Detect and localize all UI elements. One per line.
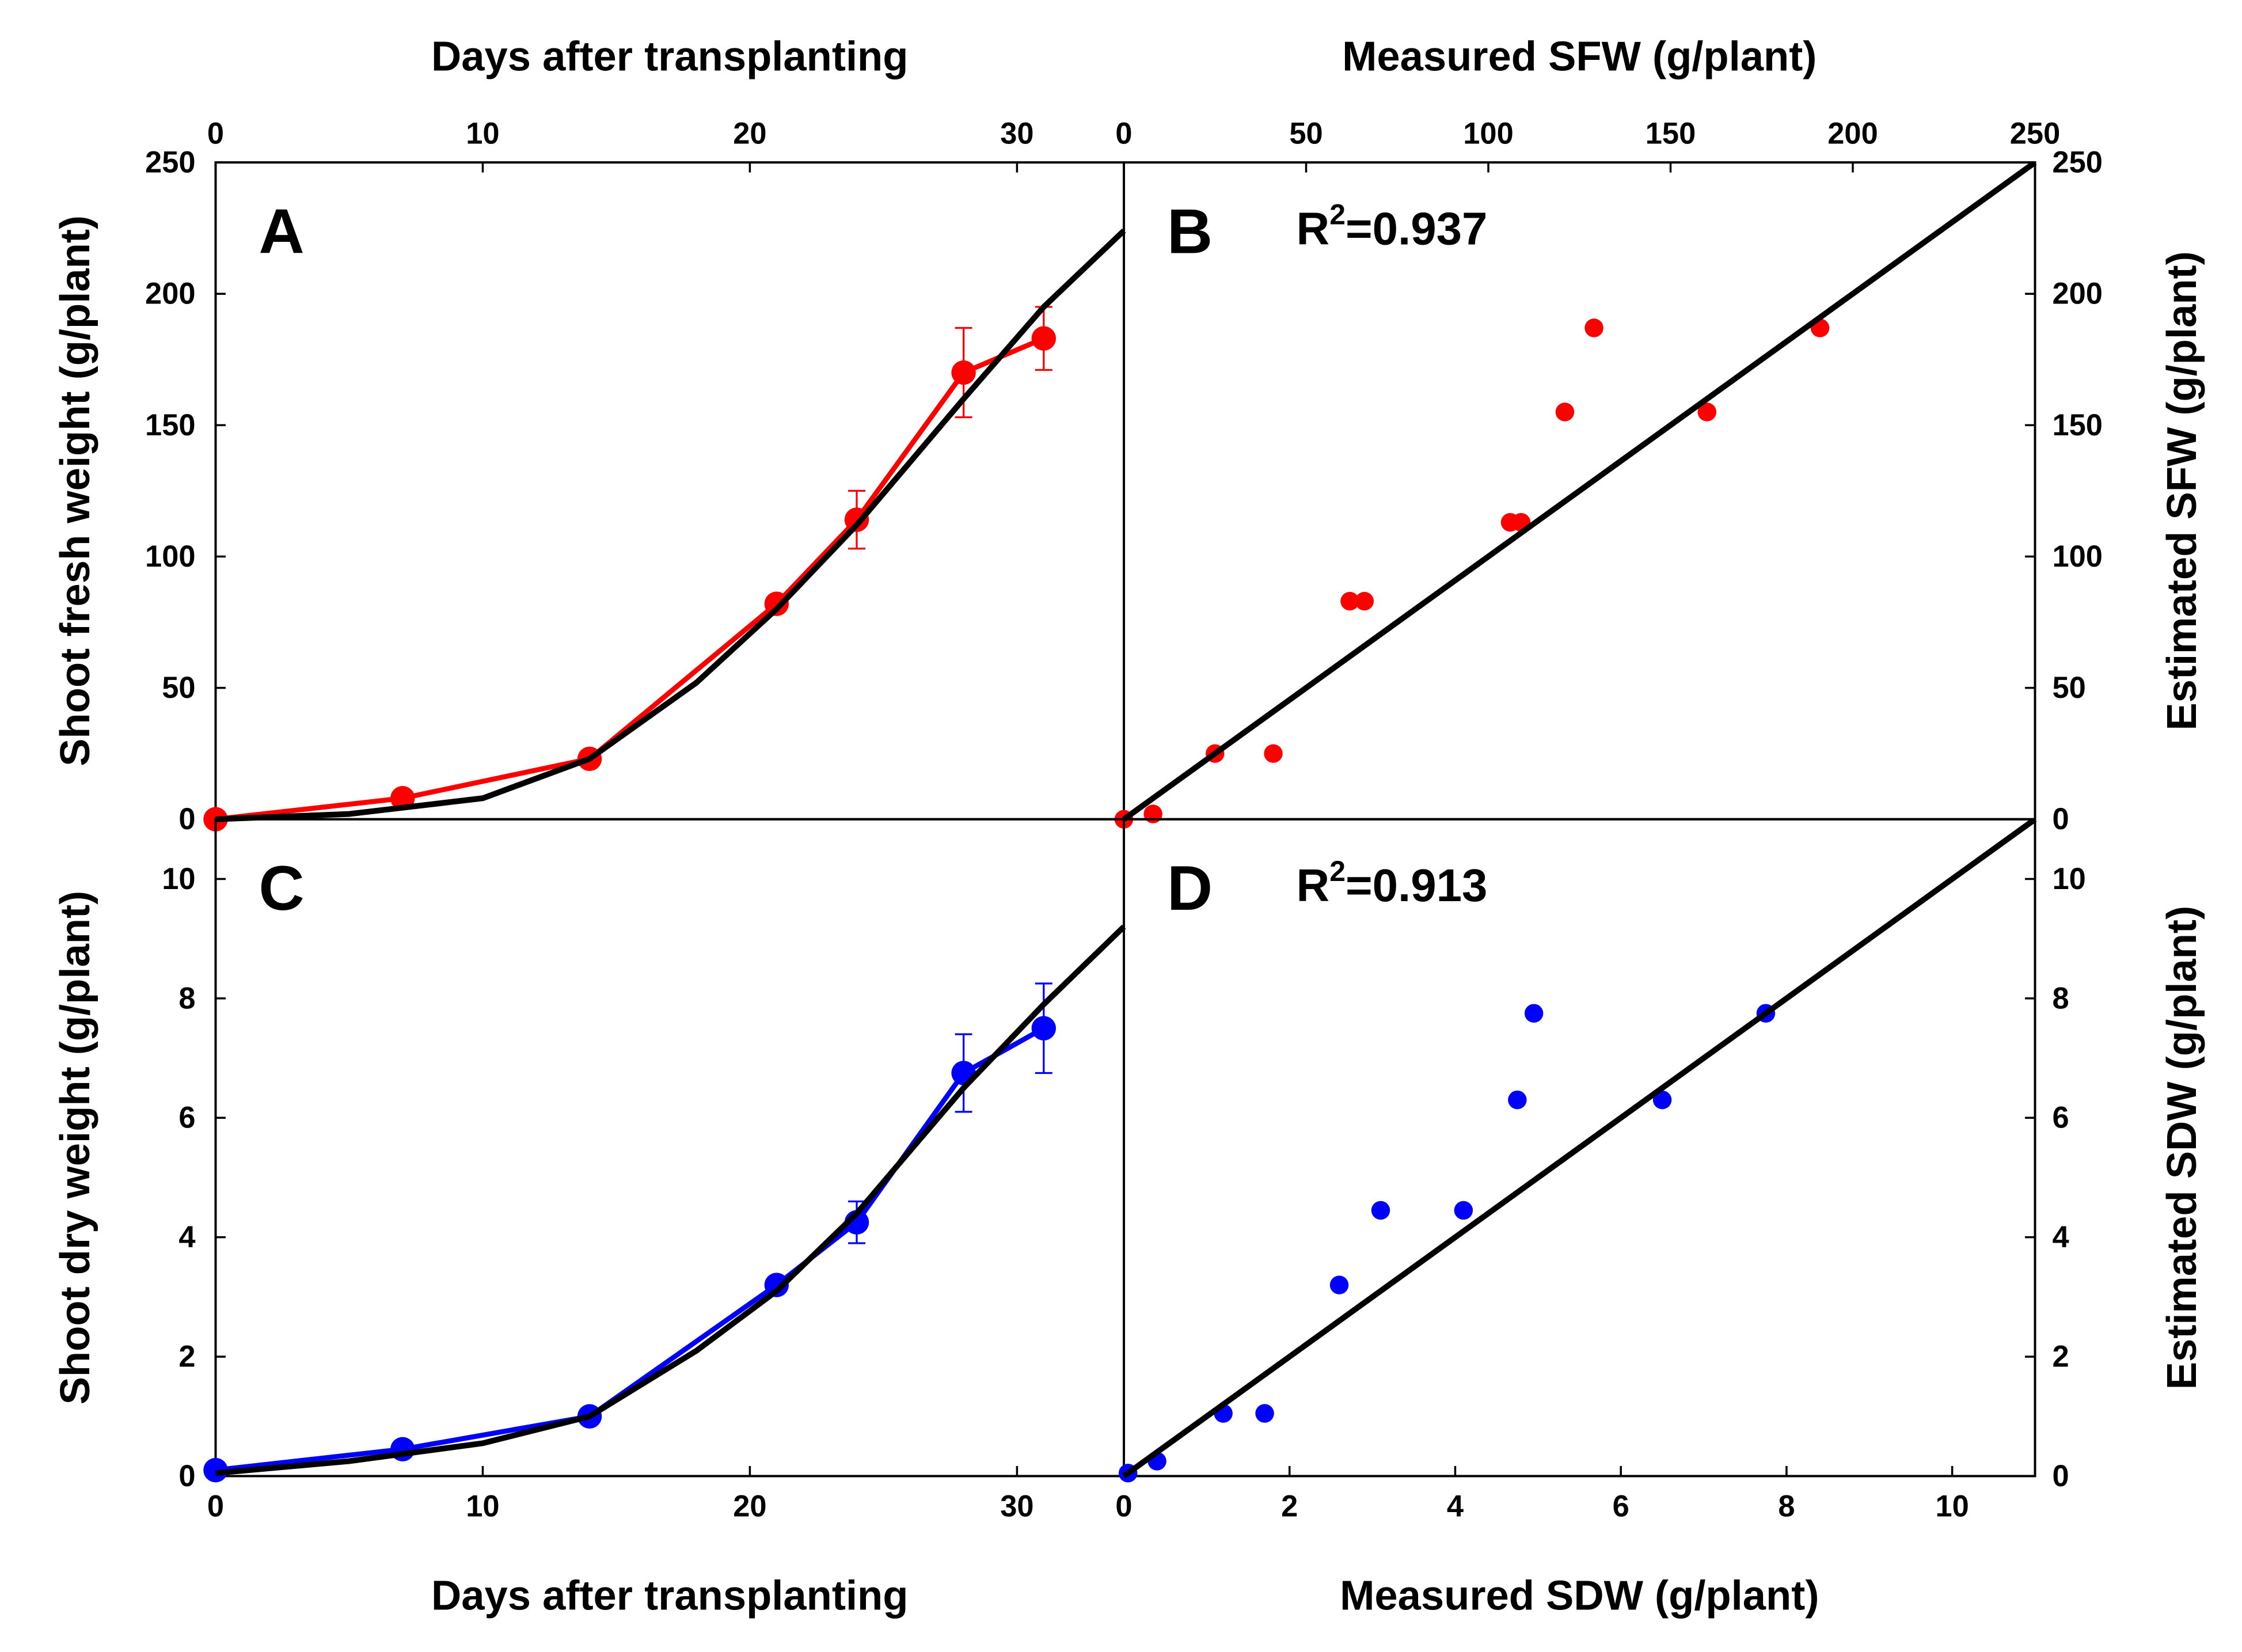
panel-c-fit-line <box>215 924 1126 1476</box>
panel-a-data-point <box>1031 326 1057 351</box>
panel-d-data-point <box>1454 1201 1473 1220</box>
panel-d-xtick-label: 6 <box>1613 1490 1629 1523</box>
panel-a-ytick-label: 150 <box>145 409 195 442</box>
panel-b-xtick-label: 0 <box>1115 117 1132 151</box>
panel-c-frame <box>214 818 1125 1478</box>
panel-a-ylabel: Shoot fresh weight (g/plant) <box>52 215 98 766</box>
panel-b-r2-annotation: R2=0.937 <box>1297 198 1488 254</box>
panel-d-data-point <box>1652 1090 1672 1110</box>
panel-c-ytick-label: 10 <box>162 863 195 896</box>
panel-d-data-point <box>1329 1275 1349 1294</box>
panel-a-xlabel: Days after transplanting <box>431 33 909 79</box>
panel-d-r2-annotation: R2=0.913 <box>1297 855 1488 911</box>
panel-d-ytick-label: 0 <box>2052 1460 2069 1493</box>
panel-a-fit-line <box>215 229 1126 822</box>
panel-d-xtick-label: 8 <box>1778 1490 1795 1523</box>
panel-b-label: B <box>1167 196 1213 267</box>
panel-c-ytick-label: 2 <box>178 1340 195 1374</box>
panel-d-data-point <box>1371 1201 1390 1220</box>
panel-d-xtick-label: 4 <box>1447 1490 1464 1523</box>
panel-a-ytick-label: 200 <box>145 278 195 311</box>
panel-b-data-point <box>1143 804 1162 823</box>
panel-d-ytick-label: 4 <box>2052 1221 2069 1254</box>
panel-b-xtick-label: 100 <box>1463 117 1513 151</box>
panel-c-data-point <box>203 1457 228 1483</box>
panel-d-xtick-label: 0 <box>1115 1490 1132 1523</box>
panel-c-ylabel: Shoot dry weight (g/plant) <box>52 891 98 1405</box>
panel-b-xlabel: Measured SFW (g/plant) <box>1342 33 1817 79</box>
panel-d-xtick-label: 10 <box>1935 1490 1969 1523</box>
panel-c-measured-line <box>215 1026 1045 1473</box>
panel-d-data-point <box>1508 1090 1527 1110</box>
panel-a-ytick-label: 100 <box>145 540 195 574</box>
panel-a-xtick-label: 20 <box>733 117 766 151</box>
panel-d-ytick-label: 10 <box>2052 863 2085 896</box>
panel-b-data-point <box>1555 402 1575 421</box>
panel-c-data-point <box>764 1273 789 1297</box>
panel-b-ytick-label: 150 <box>2052 409 2102 442</box>
panel-d-ytick-label: 2 <box>2052 1340 2069 1374</box>
panel-b-ytick-label: 0 <box>2052 803 2069 836</box>
panel-a-measured-line <box>215 336 1045 822</box>
panel-d-fit-line <box>1122 819 2037 1479</box>
panel-b-ytick-label: 100 <box>2052 540 2102 574</box>
panel-a-frame <box>214 161 1125 821</box>
panel-a-ytick-label: 50 <box>162 671 195 705</box>
panel-d-frame <box>1122 818 2036 1478</box>
panel-b-xtick-label: 200 <box>1827 117 1878 151</box>
panel-d-data-point <box>1524 1004 1544 1023</box>
panel-c-ytick-label: 8 <box>178 982 195 1015</box>
panel-d-xlabel: Measured SDW (g/plant) <box>1340 1573 1819 1619</box>
panel-d-label: D <box>1167 853 1213 924</box>
panel-d-ylabel: Estimated SDW (g/plant) <box>2159 906 2205 1389</box>
panel-c-data-point <box>1031 1016 1057 1040</box>
panel-b-ytick-label: 200 <box>2052 278 2102 311</box>
panel-b-data-point <box>1697 402 1717 421</box>
panel-d-xtick-label: 2 <box>1281 1490 1298 1523</box>
panel-b-ylabel: Estimated SFW (g/plant) <box>2159 251 2205 730</box>
panel-a-xtick-label: 10 <box>466 117 499 151</box>
panel-d-ytick-label: 6 <box>2052 1102 2069 1135</box>
panel-c-ytick-label: 6 <box>178 1102 195 1135</box>
panel-a-data-point <box>764 591 789 616</box>
panel-a-label: A <box>259 196 304 267</box>
panel-b-data-point <box>1355 591 1374 611</box>
panel-b-data-point <box>1340 591 1359 611</box>
panel-c-ytick-label: 0 <box>178 1460 195 1493</box>
panel-b-ytick-label: 250 <box>2052 146 2102 180</box>
panel-b-xtick-label: 250 <box>2010 117 2060 151</box>
panel-c-xlabel: Days after transplanting <box>431 1573 909 1619</box>
panel-b-data-point <box>1584 318 1603 337</box>
panel-a-data-point <box>951 360 976 385</box>
panel-c-xtick-label: 0 <box>207 1490 224 1523</box>
panel-b-fit-line <box>1122 162 2037 822</box>
panel-c-ytick-label: 4 <box>178 1221 195 1254</box>
panel-a-ytick-label: 250 <box>145 146 195 180</box>
panel-b-xtick-label: 50 <box>1289 117 1323 151</box>
panel-b-ytick-label: 50 <box>2052 671 2085 705</box>
panel-d-data-point <box>1255 1404 1274 1423</box>
panel-c-xtick-label: 20 <box>733 1490 766 1523</box>
panel-c-xtick-label: 30 <box>1000 1490 1033 1523</box>
panel-b-data-point <box>1264 744 1283 763</box>
panel-a-xtick-label: 0 <box>207 117 224 151</box>
panel-a-ytick-label: 0 <box>178 803 195 836</box>
panel-c-label: C <box>259 853 304 924</box>
panel-d-ytick-label: 8 <box>2052 982 2069 1015</box>
panel-c-xtick-label: 10 <box>466 1490 499 1523</box>
panel-b-xtick-label: 150 <box>1646 117 1696 151</box>
panel-a-xtick-label: 30 <box>1000 117 1033 151</box>
